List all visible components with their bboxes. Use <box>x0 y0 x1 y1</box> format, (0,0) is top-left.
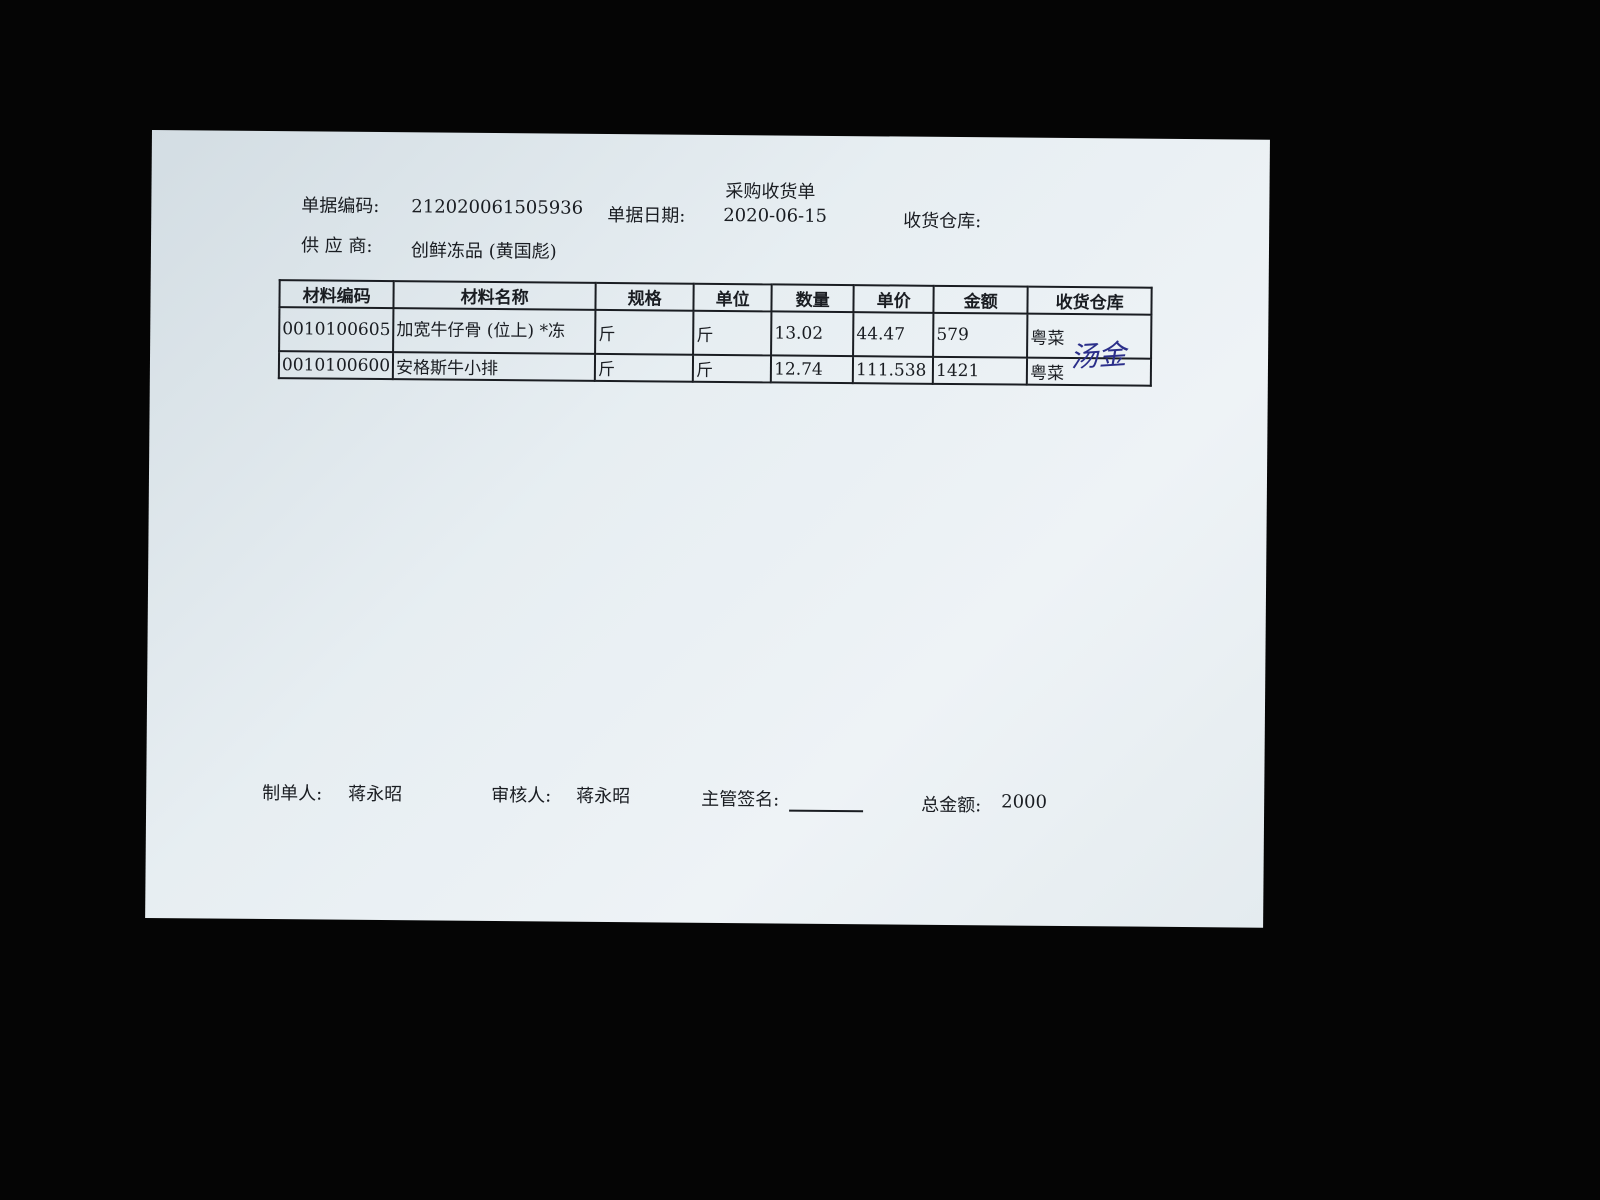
col-header: 数量 <box>771 284 854 313</box>
col-header: 金额 <box>933 285 1028 314</box>
supplier: 创鲜冻品 (黄国彪) <box>410 240 557 263</box>
warehouse-label: 收货仓库: <box>903 210 982 233</box>
cell: 1421 <box>932 356 1028 385</box>
cell: 加宽牛仔骨 (位上) *冻 <box>393 308 596 354</box>
doc-date: 2020-06-15 <box>723 204 828 227</box>
col-header: 材料编码 <box>279 280 394 309</box>
col-header: 材料名称 <box>393 281 596 310</box>
total-amount: 2000 <box>1001 791 1048 813</box>
items-table: 材料编码 材料名称 规格 单位 数量 单价 金额 收货仓库 0010100605… <box>278 279 1153 387</box>
supplier-label: 供 应 商: <box>300 235 373 257</box>
handwritten-signature: 汤金 <box>1069 337 1128 374</box>
cell: 579 <box>933 312 1028 358</box>
cell: 111.538 <box>852 356 934 384</box>
date-label: 单据日期: <box>607 204 686 227</box>
signature-line <box>789 809 864 813</box>
cell: 12.74 <box>770 355 854 384</box>
cell: 13.02 <box>771 311 854 357</box>
cell: 0010100600 <box>278 351 394 380</box>
maker-label: 制单人: <box>262 782 323 805</box>
col-header: 单位 <box>693 283 772 312</box>
cell: 斤 <box>594 353 694 382</box>
maker: 蒋永昭 <box>348 783 403 806</box>
cell: 斤 <box>595 309 694 355</box>
cell: 44.47 <box>853 312 934 357</box>
receipt-paper: 采购收货单 单据编码: 212020061505936 单据日期: 2020-0… <box>145 130 1270 928</box>
reviewer-label: 审核人: <box>491 784 552 807</box>
doc-no: 212020061505936 <box>411 196 584 219</box>
col-header: 单价 <box>853 285 934 313</box>
cell: 安格斯牛小排 <box>393 352 596 381</box>
cell: 斤 <box>693 310 772 356</box>
cell: 斤 <box>692 354 772 383</box>
table-row: 0010100605 加宽牛仔骨 (位上) *冻 斤 斤 13.02 44.47… <box>279 307 1152 359</box>
cell: 0010100605 <box>279 307 394 353</box>
col-header: 规格 <box>595 282 694 311</box>
col-header: 收货仓库 <box>1027 286 1152 315</box>
reviewer: 蒋永昭 <box>576 785 631 808</box>
total-label: 总金额: <box>921 794 982 817</box>
doc-no-label: 单据编码: <box>301 195 380 217</box>
supervisor-signature-field: 主管签名: <box>701 785 864 813</box>
supervisor-label: 主管签名: <box>701 788 780 811</box>
document-title: 采购收货单 <box>725 181 816 203</box>
